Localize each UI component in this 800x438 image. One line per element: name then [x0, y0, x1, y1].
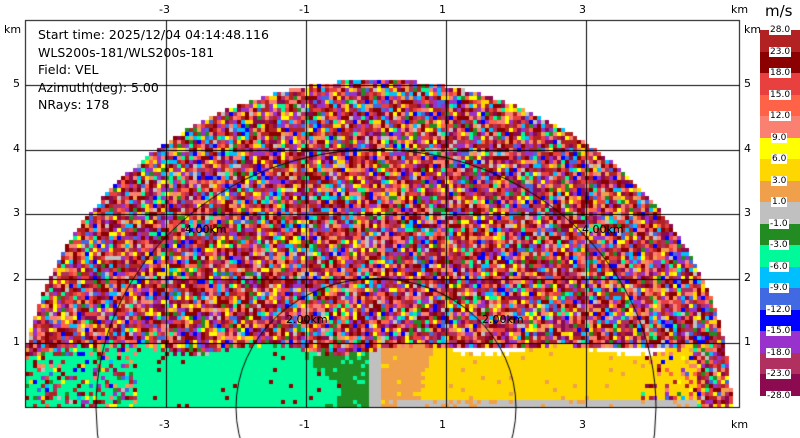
colorbar-bin [760, 266, 800, 289]
colorbar-bin [760, 223, 800, 246]
colorbar-bin [760, 159, 800, 182]
y-tick-left: 5 [13, 77, 20, 90]
colorbar-tick: -3.0 [769, 240, 789, 251]
y-tick-left: 1 [13, 335, 20, 348]
y-tick-right: 3 [744, 206, 751, 219]
colorbar-bin [760, 180, 800, 203]
x-tick-bottom: -3 [159, 418, 170, 431]
x-unit-bottom: km [731, 418, 749, 431]
colorbar-tick: 1.0 [771, 197, 788, 208]
colorbar-tick: 3.0 [771, 175, 788, 186]
instrument-name: WLS200s-181/WLS200s-181 [38, 44, 215, 60]
colorbar-bin [760, 51, 800, 74]
colorbar-tick: 28.0 [769, 25, 792, 35]
colorbar-bin [760, 30, 800, 53]
colorbar-tick: 23.0 [769, 46, 792, 57]
y-tick-right: 2 [744, 270, 751, 284]
colorbar-tick: 9.0 [771, 132, 788, 143]
x-tick-top: -3 [159, 3, 170, 16]
colorbar-tick: -12.0 [766, 304, 792, 315]
colorbar-tick: -9.0 [769, 283, 789, 294]
field-name: Field: VEL [38, 62, 99, 78]
colorbar-tick: 15.0 [769, 89, 792, 100]
colorbar-bin [760, 288, 800, 311]
x-tick-bottom: 1 [439, 418, 446, 431]
colorbar-bin [760, 73, 800, 96]
colorbar-bin [760, 245, 800, 268]
range-ring-label: 2.00km [482, 313, 524, 326]
colorbar-tick: -6.0 [769, 261, 789, 272]
x-tick-bottom: -1 [299, 418, 310, 431]
colorbar-bin [760, 331, 800, 354]
range-ring-label: 4.00km [185, 223, 227, 236]
range-ring-label: 2.00km [286, 313, 328, 326]
y-tick-right: 4 [744, 141, 751, 155]
nrays: NRays: 178 [38, 97, 110, 113]
colorbar [760, 30, 800, 397]
colorbar-tick: 18.0 [769, 68, 792, 79]
colorbar-bin [760, 352, 800, 375]
start-time: Start time: 2025/12/04 04:14:48.116 [38, 27, 269, 42]
azimuth: Azimuth(deg): 5.00 [38, 79, 159, 95]
y-tick-left: 3 [13, 206, 20, 219]
colorbar-bin [760, 137, 800, 160]
y-unit-right: km [744, 23, 762, 36]
colorbar-bin [760, 309, 800, 332]
colorbar-tick: -15.0 [766, 326, 792, 337]
colorbar-tick: -28.0 [766, 391, 792, 401]
colorbar-bin [760, 116, 800, 139]
y-unit-left: km [4, 23, 22, 36]
x-tick-top: 1 [439, 3, 446, 16]
x-tick-bottom: 3 [579, 418, 586, 431]
colorbar-bin [760, 94, 800, 117]
colorbar-bin [760, 202, 800, 225]
x-tick-top: 3 [579, 3, 586, 16]
info-box: Start time: 2025/12/04 04:14:48.116 WLS2… [38, 26, 269, 114]
colorbar-tick: -23.0 [766, 369, 792, 380]
colorbar-tick: 12.0 [769, 111, 792, 122]
colorbar-bin [760, 374, 800, 397]
y-tick-left: 4 [13, 141, 20, 155]
x-tick-top: -1 [299, 3, 310, 16]
colorbar-tick: 6.0 [771, 154, 788, 165]
colorbar-tick: -1.0 [769, 218, 789, 229]
x-unit-top: km [731, 3, 749, 16]
colorbar-title: m/s [765, 2, 793, 20]
range-ring-label: 4.00km [582, 223, 624, 236]
y-tick-left: 2 [13, 270, 20, 284]
y-tick-right: 1 [744, 335, 751, 348]
y-tick-right: 5 [744, 77, 751, 90]
colorbar-tick: -18.0 [766, 347, 792, 358]
